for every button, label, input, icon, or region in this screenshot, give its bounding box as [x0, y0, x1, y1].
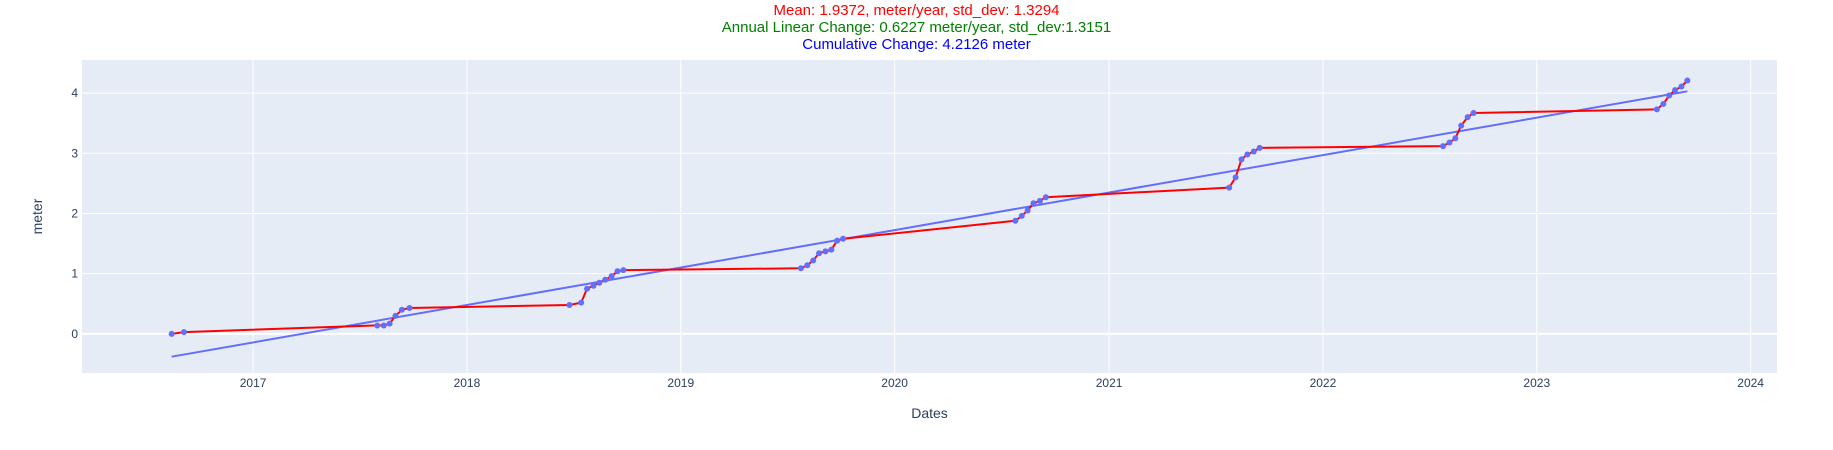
data-point	[840, 235, 847, 242]
data-point	[392, 312, 399, 319]
title-mean: Mean: 1.9372, meter/year, std_dev: 1.329…	[773, 2, 1060, 19]
x-tick-label: 2019	[667, 376, 694, 390]
axis-tick-labels: 2017 2018 2019 2020 2021 2022 2023 2024 0 1 2 3 4	[71, 86, 1764, 390]
data-point	[602, 276, 609, 283]
data-point	[1018, 212, 1025, 219]
data-point	[1024, 207, 1031, 214]
data-point	[398, 306, 405, 313]
x-tick-label: 2024	[1737, 376, 1764, 390]
data-point	[614, 268, 621, 275]
data-point	[1653, 106, 1660, 113]
data-point	[1440, 143, 1447, 150]
data-point	[828, 246, 835, 253]
data-point	[1678, 83, 1685, 90]
data-point	[1470, 109, 1477, 116]
data-point	[620, 267, 627, 274]
data-point	[1244, 151, 1251, 158]
data-point	[1250, 148, 1257, 155]
data-point	[1042, 194, 1049, 201]
data-point	[1452, 135, 1459, 142]
data-point	[1036, 197, 1043, 204]
data-point	[1446, 139, 1453, 146]
x-tick-label: 2020	[881, 376, 908, 390]
data-point	[374, 322, 381, 329]
data-point	[590, 282, 597, 289]
y-tick-label: 2	[71, 206, 78, 220]
data-point	[1030, 200, 1037, 207]
data-point	[406, 304, 413, 311]
y-tick-label: 3	[71, 146, 78, 160]
y-tick-label: 0	[71, 327, 78, 341]
data-point	[168, 330, 175, 337]
data-point	[180, 329, 187, 336]
x-tick-label: 2021	[1096, 376, 1123, 390]
data-point	[1012, 217, 1019, 224]
x-axis-label: Dates	[911, 405, 948, 421]
y-tick-label: 1	[71, 267, 78, 281]
data-point	[834, 237, 841, 244]
data-point	[797, 265, 804, 272]
data-point	[584, 285, 591, 292]
data-point	[810, 257, 817, 264]
data-point	[1684, 77, 1691, 84]
grid-lines	[82, 60, 1777, 373]
y-axis-label: meter	[29, 198, 45, 234]
x-tick-label: 2022	[1310, 376, 1337, 390]
title-annual-change: Annual Linear Change: 0.6227 meter/year,…	[721, 19, 1112, 36]
data-point	[1256, 144, 1263, 151]
linear-trend-line	[171, 90, 1688, 358]
x-tick-label: 2018	[454, 376, 481, 390]
data-point	[1226, 184, 1233, 191]
y-tick-label: 4	[71, 86, 78, 100]
data-point	[816, 250, 823, 257]
data-point	[1238, 156, 1245, 163]
data-point	[578, 299, 585, 306]
data-point	[804, 262, 811, 269]
data-point	[1660, 100, 1667, 107]
title-cumulative-change: Cumulative Change: 4.2126 meter	[802, 36, 1031, 53]
data-point	[608, 273, 615, 280]
data-point	[1464, 114, 1471, 121]
data-point	[386, 320, 393, 327]
chart-title-block: Mean: 1.9372, meter/year, std_dev: 1.329…	[0, 2, 1833, 53]
x-tick-label: 2017	[240, 376, 267, 390]
x-tick-label: 2023	[1523, 376, 1550, 390]
data-point	[822, 248, 829, 255]
series-layer	[168, 77, 1691, 358]
data-point	[1232, 174, 1239, 181]
data-point	[596, 279, 603, 286]
data-point	[566, 301, 573, 308]
data-point	[1672, 87, 1679, 94]
data-point	[1666, 92, 1673, 99]
data-point	[380, 322, 387, 329]
data-point	[1458, 122, 1465, 129]
